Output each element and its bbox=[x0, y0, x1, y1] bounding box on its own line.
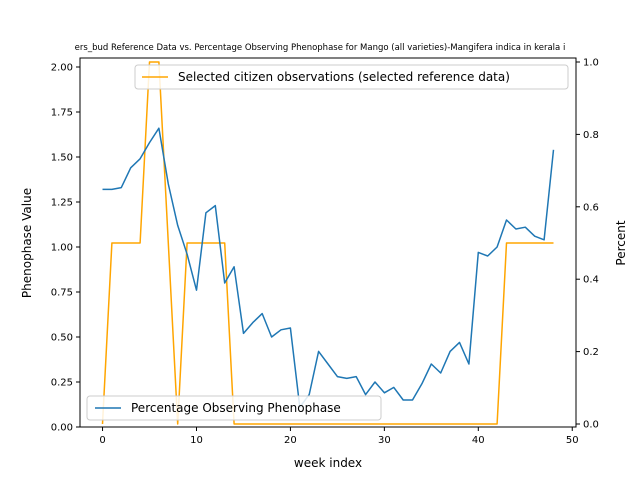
axes-frame bbox=[79, 57, 577, 428]
x-axis-label: week index bbox=[294, 456, 362, 470]
x-tick-label: 10 bbox=[190, 435, 203, 446]
y-right-tick-label: 0.8 bbox=[583, 130, 599, 141]
y-left-tick-label: 1.00 bbox=[51, 243, 73, 254]
x-tick-label: 50 bbox=[566, 435, 579, 446]
y-left-tick-label: 0.75 bbox=[51, 288, 73, 299]
y-left-tick-label: 2.00 bbox=[51, 63, 73, 74]
y-right-axis-label: Percent bbox=[614, 220, 628, 265]
series-line-citizen-observations bbox=[101, 61, 554, 425]
plot-area bbox=[101, 61, 555, 425]
x-tick-label: 0 bbox=[99, 435, 105, 446]
y-right-tick-label: 0.6 bbox=[583, 202, 599, 213]
y-left-tick-label: 1.75 bbox=[51, 108, 73, 119]
y-right-tick-label: 0.0 bbox=[583, 420, 599, 431]
y-right-tick-label: 0.4 bbox=[583, 275, 599, 286]
x-tick-label: 40 bbox=[472, 435, 485, 446]
legend-label: Selected citizen observations (selected … bbox=[178, 70, 510, 84]
x-tick-label: 30 bbox=[378, 435, 391, 446]
legend-lower-left: Percentage Observing Phenophase bbox=[86, 395, 382, 421]
x-tick-label: 20 bbox=[284, 435, 297, 446]
y-right-tick-label: 0.2 bbox=[583, 347, 599, 358]
y-left-tick-label: 0.50 bbox=[51, 333, 73, 344]
chart-title: ers_bud Reference Data vs. Percentage Ob… bbox=[75, 43, 566, 53]
series-line-percentage-observing bbox=[102, 127, 555, 408]
axes: 0 10 20 30 40 50 0.00 0.25 0.50 0.75 1.00 1.25 1.50 1… bbox=[51, 57, 599, 446]
y-left-tick-label: 1.50 bbox=[51, 153, 73, 164]
y-left-tick-label: 0.25 bbox=[51, 378, 73, 389]
legend-label: Percentage Observing Phenophase bbox=[131, 401, 341, 415]
y-left-axis-label: Phenophase Value bbox=[20, 188, 34, 298]
legend-box bbox=[86, 395, 382, 421]
y-right-tick-label: 1.0 bbox=[583, 58, 599, 69]
legend-upper-right: Selected citizen observations (selected … bbox=[134, 64, 569, 90]
y-left-tick-label: 0.00 bbox=[51, 423, 73, 434]
legend-box bbox=[134, 64, 569, 90]
y-left-tick-label: 1.25 bbox=[51, 198, 73, 209]
